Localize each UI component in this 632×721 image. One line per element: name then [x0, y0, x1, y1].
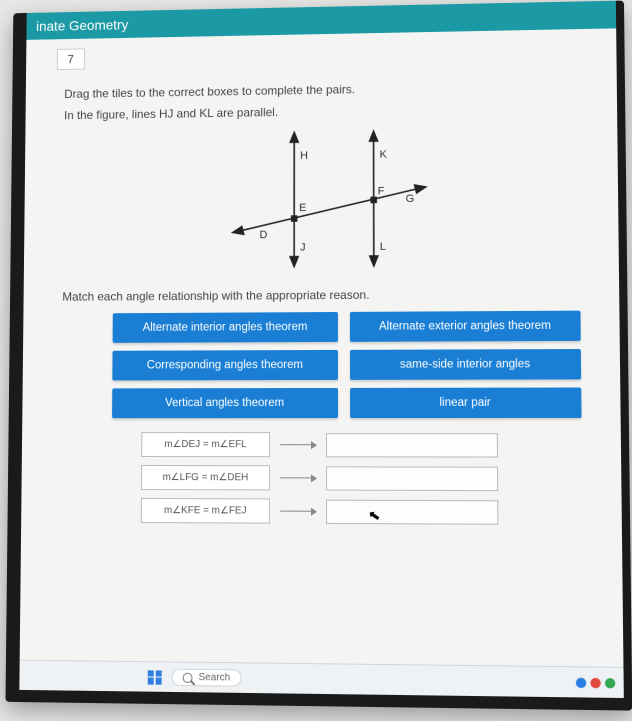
label-H: H: [300, 150, 308, 162]
label-E: E: [299, 202, 306, 214]
arrow-icon: [280, 477, 316, 478]
given-statement-3: m∠KFE = m∠FEJ: [141, 498, 270, 524]
tile-corresponding[interactable]: Corresponding angles theorem: [112, 350, 338, 381]
pair-row: m∠LFG = m∠DEH: [141, 465, 562, 491]
label-L: L: [380, 241, 386, 253]
tile-bank: Alternate interior angles theorem Altern…: [53, 310, 602, 418]
tile-alt-interior[interactable]: Alternate interior angles theorem: [113, 312, 338, 343]
matching-pairs: m∠DEJ = m∠EFL m∠LFG = m∠DEH m∠KFE = m∠FE…: [52, 432, 603, 525]
search-placeholder: Search: [199, 672, 231, 684]
label-J: J: [300, 242, 305, 254]
label-K: K: [380, 149, 388, 161]
instruction-text-1: Drag the tiles to the correct boxes to c…: [64, 78, 598, 101]
question-content: 7 Drag the tiles to the correct boxes to…: [21, 28, 622, 525]
pair-row: m∠KFE = m∠FEJ: [141, 498, 562, 525]
arrow-icon: [280, 511, 316, 512]
parallel-lines-figure: H K E F D G J L: [200, 122, 449, 278]
pair-row: m∠DEJ = m∠EFL: [141, 432, 561, 458]
tile-vertical[interactable]: Vertical angles theorem: [112, 388, 338, 418]
system-tray[interactable]: [576, 677, 616, 688]
label-G: G: [406, 193, 415, 205]
given-statement-2: m∠LFG = m∠DEH: [141, 465, 270, 490]
start-button[interactable]: [148, 670, 162, 684]
drop-target-1[interactable]: [326, 433, 498, 457]
drop-target-2[interactable]: [326, 466, 498, 491]
taskbar-search[interactable]: Search: [172, 669, 242, 687]
header-title: inate Geometry: [36, 17, 128, 34]
drop-target-3[interactable]: [326, 499, 498, 524]
label-D: D: [260, 229, 268, 241]
arrow-icon: [280, 444, 316, 445]
instruction-text-2: In the figure, lines HJ and KL are paral…: [64, 100, 599, 122]
match-prompt: Match each angle relationship with the a…: [62, 286, 601, 303]
given-statement-1: m∠DEJ = m∠EFL: [141, 432, 270, 457]
tile-alt-exterior[interactable]: Alternate exterior angles theorem: [350, 311, 581, 342]
tile-linear-pair[interactable]: linear pair: [350, 388, 582, 419]
label-F: F: [378, 185, 385, 197]
tile-same-side[interactable]: same-side interior angles: [350, 349, 581, 380]
screen: inate Geometry 7 Drag the tiles to the c…: [5, 1, 632, 711]
taskbar: Search: [19, 660, 623, 698]
question-number-tab[interactable]: 7: [57, 48, 85, 70]
search-icon: [183, 672, 193, 682]
figure-container: H K E F D G J L: [55, 120, 601, 284]
